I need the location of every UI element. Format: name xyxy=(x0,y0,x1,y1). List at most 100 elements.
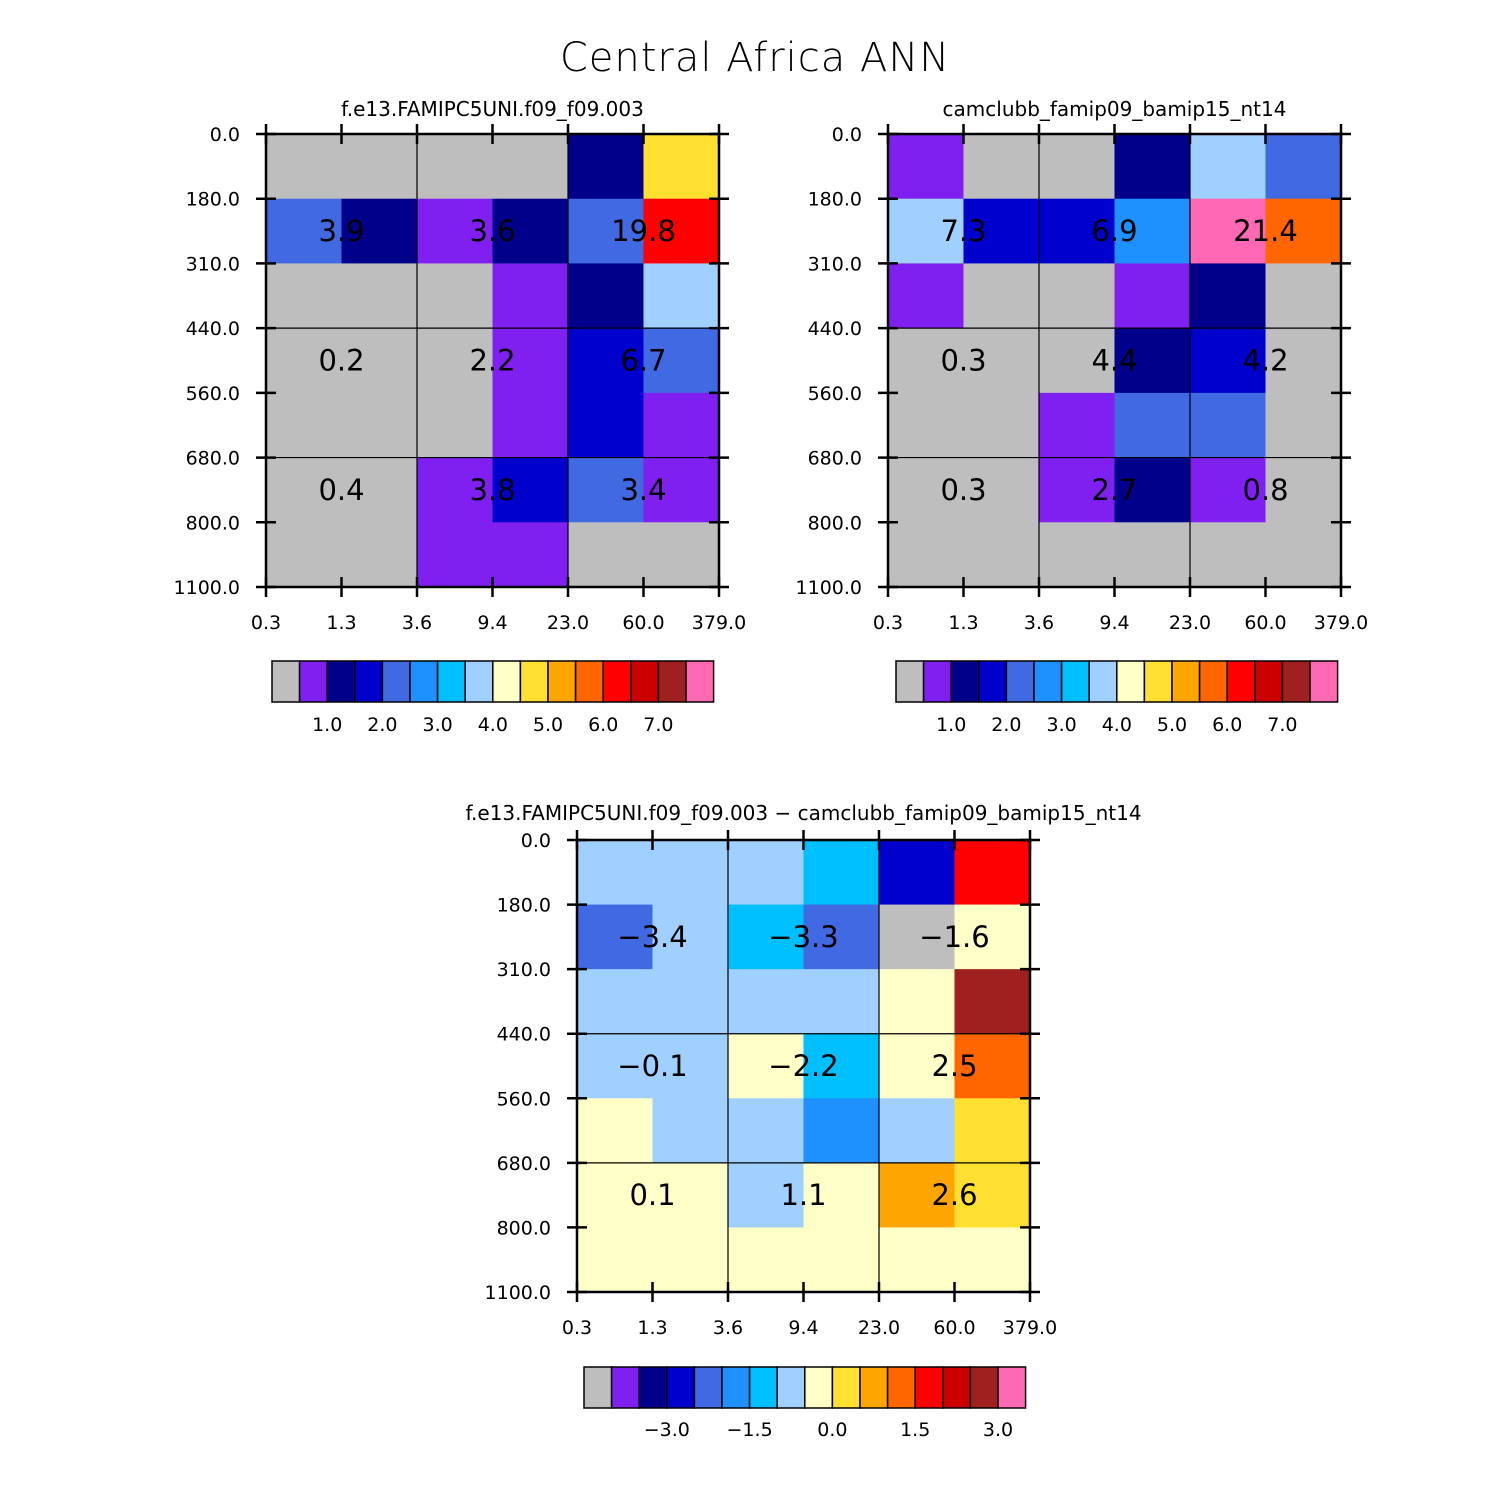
heatmap-cell xyxy=(577,969,654,1035)
heatmap-cell xyxy=(954,1098,1031,1164)
heatmap-cell xyxy=(1265,392,1342,459)
heatmap-cell xyxy=(417,457,494,523)
x-tick-label: 23.0 xyxy=(858,1317,900,1339)
heatmap-cell xyxy=(879,969,956,1035)
colorbar-label: 3.0 xyxy=(422,714,452,736)
colorbar-label: 1.0 xyxy=(936,714,966,736)
colorbar-label: 2.0 xyxy=(991,714,1021,736)
colorbar-box xyxy=(1005,660,1035,703)
heatmap-cell xyxy=(266,522,343,588)
heatmap-cell xyxy=(888,134,965,200)
colorbar-box xyxy=(804,1366,834,1409)
cell-value-label: 7.3 xyxy=(940,214,986,248)
heatmap-cell xyxy=(577,904,654,970)
heatmap-cell xyxy=(1190,392,1267,459)
heatmap-cell xyxy=(803,1033,880,1099)
heatmap-cell xyxy=(728,969,805,1035)
heatmap-cell xyxy=(803,969,880,1035)
panel-title: f.e13.FAMIPC5UNI.f09_f09.003 − camclubb_… xyxy=(465,801,1141,825)
y-tick-label: 180.0 xyxy=(808,189,862,211)
cell-value-label: 3.4 xyxy=(620,473,666,507)
heatmap-cell xyxy=(652,1162,729,1229)
colorbar-box xyxy=(1171,660,1201,703)
heatmap-cell xyxy=(879,1227,956,1293)
colorbar-box xyxy=(895,660,925,703)
heatmap-cell xyxy=(577,1033,654,1099)
y-tick-label: 1100.0 xyxy=(796,577,862,599)
heatmap-cell xyxy=(1265,263,1342,329)
y-tick-label: 0.0 xyxy=(521,830,551,852)
heatmap-cell xyxy=(643,263,720,329)
colorbar-label: 5.0 xyxy=(1157,714,1187,736)
heatmap-cell xyxy=(492,457,569,523)
heatmap-cell xyxy=(803,904,880,970)
cell-value-label: 0.2 xyxy=(318,344,364,378)
colorbar-box xyxy=(950,660,980,703)
cell-value-label: 3.8 xyxy=(469,473,515,507)
heatmap-cell xyxy=(266,263,343,329)
y-tick-label: 0.0 xyxy=(832,124,862,146)
heatmap-cell xyxy=(643,198,720,265)
heatmap-cell xyxy=(728,840,805,906)
y-tick-label: 560.0 xyxy=(808,383,862,405)
colorbar-box xyxy=(492,660,522,703)
heatmap-cell xyxy=(652,1227,729,1293)
heatmap-cell xyxy=(1039,198,1116,265)
heatmap-cell xyxy=(568,198,645,265)
heatmap-cell xyxy=(954,904,1031,970)
heatmap-cell xyxy=(1039,328,1116,394)
colorbar-box xyxy=(583,1366,613,1409)
heatmap-cell xyxy=(1039,522,1116,588)
heatmap-cell xyxy=(728,904,805,970)
heatmap-cell xyxy=(954,1033,1031,1099)
heatmap-cell xyxy=(963,392,1040,459)
heatmap-cell xyxy=(803,840,880,906)
heatmap-cell xyxy=(652,969,729,1035)
colorbar-box xyxy=(997,1366,1027,1409)
heatmap-cell xyxy=(1190,328,1267,394)
heatmap-panel-2: camclubb_famip09_bamip15_nt14 0.0 180.0 310… xyxy=(796,97,1369,736)
y-tick-label: 800.0 xyxy=(186,512,240,534)
colorbar-box xyxy=(519,660,549,703)
heatmap-cell xyxy=(728,1227,805,1293)
colorbar-box xyxy=(381,660,411,703)
colorbar-box xyxy=(914,1366,944,1409)
heatmap-cell xyxy=(888,522,965,588)
colorbar-label: 0.0 xyxy=(817,1419,847,1441)
heatmap-cell xyxy=(888,392,965,459)
heatmap-cell xyxy=(803,1162,880,1229)
cell-value-label: 0.4 xyxy=(318,473,364,507)
heatmap-cell xyxy=(1190,457,1267,523)
heatmap-cell xyxy=(417,522,494,588)
x-tick-label: 3.6 xyxy=(1024,612,1054,634)
heatmap-cell xyxy=(417,392,494,459)
x-tick-label: 1.3 xyxy=(326,612,356,634)
colorbar: 1.0 2.0 3.0 4.0 5.0 6.0 7.0 xyxy=(271,660,715,736)
colorbar-label: 1.5 xyxy=(900,1419,930,1441)
cell-value-label: 2.2 xyxy=(469,344,515,378)
heatmap-cell xyxy=(1114,134,1191,200)
colorbar-label: 3.0 xyxy=(983,1419,1013,1441)
cell-value-label: 0.3 xyxy=(940,473,986,507)
heatmap-cell xyxy=(568,263,645,329)
y-tick-label: 800.0 xyxy=(808,512,862,534)
y-tick-label: 560.0 xyxy=(497,1088,551,1110)
heatmap-cell xyxy=(1114,392,1191,459)
colorbar-box xyxy=(1143,660,1173,703)
heatmap-cell xyxy=(417,134,494,200)
colorbar-box xyxy=(942,1366,972,1409)
heatmap-cell xyxy=(417,263,494,329)
colorbar: −3.0 −1.5 0.0 1.5 3.0 xyxy=(583,1366,1027,1441)
heatmap-cell xyxy=(1265,457,1342,523)
heatmap-cell xyxy=(1190,198,1267,265)
heatmap-cell xyxy=(954,1227,1031,1293)
heatmap-cell xyxy=(1265,134,1342,200)
heatmap-cell xyxy=(417,198,494,265)
colorbar-box xyxy=(1309,660,1339,703)
heatmap-cell xyxy=(568,392,645,459)
panel-title: camclubb_famip09_bamip15_nt14 xyxy=(943,97,1287,121)
x-tick-label: 3.6 xyxy=(402,612,432,634)
colorbar-box xyxy=(666,1366,696,1409)
heatmap-cell xyxy=(888,457,965,523)
